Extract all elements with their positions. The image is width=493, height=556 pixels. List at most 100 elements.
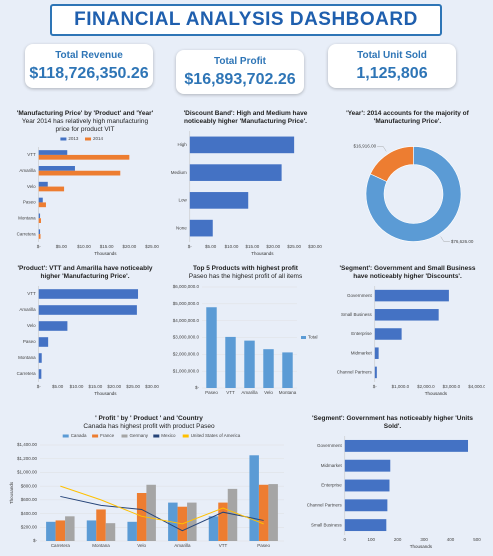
x-tick-label: Montana xyxy=(92,543,110,548)
legend-label: France xyxy=(100,433,115,438)
x-tick-label: Paseo xyxy=(205,390,218,395)
legend-swatch xyxy=(153,434,160,438)
x-tick-label: Velo xyxy=(137,543,146,548)
bar xyxy=(38,202,46,208)
x-tick-label: 200 xyxy=(394,537,402,542)
donut-slice xyxy=(365,146,462,243)
data-label: $16,916.00 xyxy=(354,144,377,149)
x-tick-label: $5.00 xyxy=(56,245,68,250)
y-tick-label: Paseo xyxy=(23,200,36,205)
y-tick-label: Velo xyxy=(27,184,36,189)
y-tick-label: Enterprise xyxy=(321,483,342,488)
x-tick-label: $10.00 xyxy=(225,244,239,249)
x-tick-label: 300 xyxy=(420,537,428,542)
x-tick-label: $25.00 xyxy=(126,384,140,389)
data-label: $76,626.00 xyxy=(451,239,474,244)
leader-line xyxy=(377,146,387,152)
bar xyxy=(55,520,66,542)
y-tick-label: Carretera xyxy=(17,232,37,237)
kpi-value: $118,726,350.26 xyxy=(29,65,149,82)
x-tick-label: Amarilla xyxy=(174,543,191,548)
chart-title: 'Segment': Government has noticeably hig… xyxy=(311,415,474,431)
x-tick-label: VTT xyxy=(226,390,235,395)
bar xyxy=(38,369,42,380)
x-tick-label: Velo xyxy=(264,390,273,395)
bar xyxy=(127,522,137,542)
bar xyxy=(38,305,137,316)
y-tick-label: Channel Partners xyxy=(337,370,373,375)
bar xyxy=(38,289,139,300)
legend-swatch xyxy=(60,137,67,141)
chart-title: 'Year': 2014 accounts for the majority o… xyxy=(346,110,469,126)
x-axis-label: Thousands xyxy=(251,251,274,256)
x-tick-label: $- xyxy=(37,245,42,250)
y-axis-label: Thousands xyxy=(9,481,14,504)
legend-label: Germany xyxy=(130,433,149,438)
kpi-value: $16,893,702.26 xyxy=(184,71,296,88)
y-tick-label: $800.00 xyxy=(21,484,38,489)
y-tick-label: $600.00 xyxy=(21,497,38,502)
chart: $- $5.00 $10.00 $15.00 $20.00 $25.00 $30.00 Tho… xyxy=(17,286,159,396)
bar xyxy=(105,523,116,542)
x-axis-label: Thousands xyxy=(94,252,117,257)
y-tick-label: High xyxy=(178,142,188,147)
y-tick-label: VTT xyxy=(27,152,36,157)
bar xyxy=(38,229,41,235)
chart-panel: 'Segment': Government and Small Business… xyxy=(330,265,485,400)
chart: $- $5.00 $10.00 $15.00 $20.00 $25.00 $30.00 Tho… xyxy=(171,131,322,256)
bar xyxy=(189,136,295,154)
bar xyxy=(38,186,65,192)
y-tick-label: $5,000,000.0 xyxy=(173,301,200,306)
x-tick-label: $25.00 xyxy=(145,245,159,250)
bar xyxy=(374,290,449,302)
bar xyxy=(374,366,377,379)
bar xyxy=(225,337,236,389)
x-tick-label: $4,000.0 xyxy=(468,384,485,389)
y-tick-label: Small Business xyxy=(341,312,373,317)
bar xyxy=(189,220,213,237)
y-tick-label: Government xyxy=(317,443,343,448)
chart-title: Top 5 Products with highest profit xyxy=(193,265,298,272)
y-tick-label: $1,400.00 xyxy=(17,442,38,447)
y-tick-label: Small Business xyxy=(311,523,343,528)
bar xyxy=(96,509,106,542)
chart-panel: ' Profit ' by ' Product ' and 'Country Ca… xyxy=(8,415,290,553)
bar xyxy=(206,307,217,389)
bar xyxy=(208,516,219,542)
bar xyxy=(249,455,259,542)
y-tick-label: $6,000,000.0 xyxy=(173,284,200,289)
bar xyxy=(136,493,147,542)
y-tick-label: Midmarket xyxy=(351,351,373,356)
bar xyxy=(344,440,469,453)
leader-line xyxy=(440,236,450,243)
bar xyxy=(344,519,387,532)
line-series xyxy=(60,485,264,525)
chart-panel: 'Segment': Government has noticeably hig… xyxy=(300,415,485,553)
bar xyxy=(38,234,41,240)
bar xyxy=(46,522,56,542)
bar xyxy=(258,485,269,542)
bar xyxy=(38,321,68,332)
x-tick-label: $15.00 xyxy=(100,245,114,250)
chart-subtitle: Canada has highest profit with product P… xyxy=(83,423,215,431)
legend-swatch xyxy=(85,137,91,141)
x-axis-label: Thousands xyxy=(425,391,448,396)
legend-swatch xyxy=(182,434,189,438)
x-tick-label: $5.00 xyxy=(205,244,217,249)
chart-panel: Top 5 Products with highest profit Paseo … xyxy=(168,265,323,400)
bar xyxy=(65,516,75,542)
x-tick-label: 0 xyxy=(344,537,347,542)
bar xyxy=(282,352,293,389)
bar xyxy=(38,213,41,219)
donut-slice xyxy=(369,146,414,183)
y-tick-label: Montana xyxy=(18,355,36,360)
kpi-label: Total Unit Sold xyxy=(357,50,427,61)
kpi-card: Total Revenue $118,726,350.26 xyxy=(25,44,153,88)
x-tick-label: $10.00 xyxy=(77,245,91,250)
bar xyxy=(218,502,228,542)
x-tick-label: $25.00 xyxy=(287,244,301,249)
x-tick-label: Carretera xyxy=(51,543,71,548)
bar xyxy=(227,489,238,542)
bar xyxy=(38,155,130,161)
legend-label: Mexico xyxy=(161,433,176,438)
